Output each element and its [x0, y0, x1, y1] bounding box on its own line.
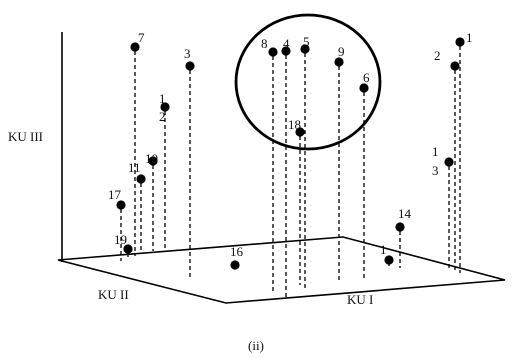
point-label: 10 [145, 151, 158, 166]
point-label: 3 [432, 163, 439, 178]
data-point [281, 46, 291, 56]
data-point [450, 61, 460, 71]
data-point [295, 127, 305, 137]
point-label: 5 [303, 34, 310, 49]
axis-label-ku-ii: KU II [98, 287, 129, 302]
data-point [116, 200, 126, 210]
data-point [136, 174, 146, 184]
point-label: 18 [288, 117, 301, 132]
point-label: 16 [230, 244, 244, 259]
data-point [148, 156, 158, 166]
data-point [334, 57, 344, 67]
point-label: 4 [283, 36, 290, 51]
axis-label-ku-i: KU I [347, 292, 373, 307]
point-label: 1 [466, 30, 473, 45]
point-label: 17 [108, 187, 122, 202]
data-point [395, 222, 405, 232]
data-point [444, 157, 454, 167]
data-point [160, 102, 170, 112]
point-label: 1 [432, 144, 439, 159]
data-point [384, 255, 394, 265]
point-label: 14 [398, 206, 412, 221]
point-label: 2 [434, 48, 441, 63]
point-label: 8 [261, 36, 268, 51]
data-points [116, 37, 465, 270]
data-point [359, 83, 369, 93]
data-point [230, 260, 240, 270]
data-point [185, 61, 195, 71]
point-label: 11 [128, 160, 141, 175]
data-point [300, 44, 310, 54]
point-label: 1 [380, 242, 387, 257]
point-label: 7 [138, 30, 145, 45]
point-label: 9 [338, 44, 345, 59]
axis-label-ku-iii: KU III [8, 129, 43, 144]
point-label: 3 [184, 46, 191, 61]
data-point [123, 244, 133, 254]
data-point [130, 42, 140, 52]
cluster-circle [234, 13, 382, 151]
point-label: 1 [159, 91, 166, 106]
data-point [455, 37, 465, 47]
base-plane [57, 236, 506, 304]
data-point [268, 47, 278, 57]
point-label: 2 [159, 109, 166, 124]
figure-caption: (ii) [248, 338, 264, 353]
drop-lines [120, 46, 461, 297]
point-label: 6 [363, 70, 370, 85]
point-label: 19 [114, 232, 127, 247]
